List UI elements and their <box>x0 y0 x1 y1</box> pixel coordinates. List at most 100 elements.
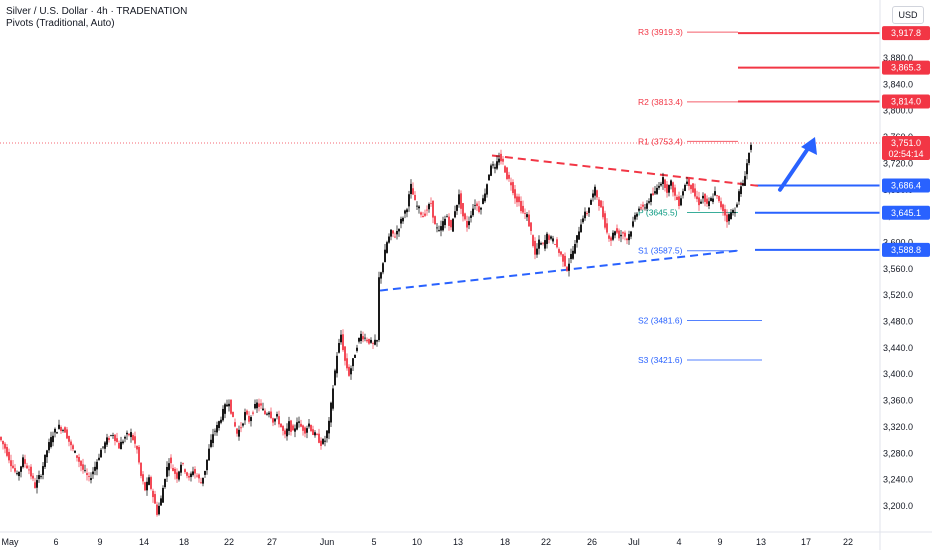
candle-body <box>126 432 128 435</box>
candle-body <box>574 243 576 254</box>
candle-body <box>218 421 220 428</box>
candle-body <box>700 201 702 204</box>
candle-body <box>300 423 302 427</box>
candle-body <box>436 227 438 229</box>
candle-body <box>162 487 164 503</box>
pivot-label: S3 (3421.6) <box>638 355 683 365</box>
candle-body <box>324 440 326 442</box>
candle-body <box>618 230 620 239</box>
candle-body <box>748 152 750 163</box>
candle-body <box>292 425 294 431</box>
y-tick-label: 3,880.0 <box>883 53 913 63</box>
candle-body <box>212 434 214 444</box>
arrow-head <box>801 137 817 156</box>
candle-body <box>558 249 560 253</box>
candle-body <box>714 191 716 196</box>
candle-body <box>456 204 458 211</box>
y-tick-label: 3,720.0 <box>883 158 913 168</box>
candle-body <box>570 254 572 260</box>
x-tick-label: 18 <box>500 537 510 547</box>
candle-body <box>422 216 424 218</box>
candle-body <box>224 404 226 414</box>
candle-body <box>642 204 644 207</box>
candle-body <box>158 505 160 515</box>
candle-body <box>684 185 686 192</box>
legend-indicator[interactable]: Pivots (Traditional, Auto) <box>6 18 115 29</box>
candle-body <box>156 504 158 515</box>
candle-body <box>744 176 746 186</box>
candle-body <box>188 475 190 478</box>
candle-body <box>10 460 12 467</box>
candle-body <box>50 437 52 447</box>
candle-body <box>514 189 516 199</box>
candles <box>0 142 752 517</box>
candle-body <box>376 340 378 342</box>
candle-body <box>228 403 230 407</box>
candle-body <box>718 195 720 202</box>
x-tick-label: 6 <box>53 537 58 547</box>
candle-body <box>370 339 372 343</box>
candle-body <box>386 242 388 253</box>
candle-body <box>580 224 582 233</box>
candle-body <box>276 414 278 417</box>
candle-body <box>590 200 592 205</box>
x-tick-label: 18 <box>179 537 189 547</box>
candle-body <box>460 193 462 209</box>
candle-body <box>424 213 426 216</box>
candle-body <box>296 422 298 430</box>
candle-body <box>644 207 646 209</box>
x-tick-label: 22 <box>541 537 551 547</box>
candle-body <box>414 194 416 201</box>
time-axis[interactable]: May 6 9 14 18 22 27 Jun 5 10 13 18 22 26 Jul 4 9 13 17 22 <box>1 537 853 547</box>
level-tag-label: 3,917.8 <box>891 28 921 38</box>
candle-body <box>244 412 246 421</box>
candle-body <box>548 235 550 240</box>
candle-body <box>378 277 380 341</box>
candle-body <box>152 490 154 498</box>
candle-body <box>482 198 484 204</box>
candle-body <box>182 462 184 464</box>
candle-body <box>664 179 666 188</box>
candle-body <box>366 339 368 342</box>
candle-body <box>116 438 118 442</box>
candle-body <box>230 399 232 414</box>
candle-body <box>48 442 50 451</box>
countdown-label: 02:54:14 <box>888 149 923 159</box>
candle-body <box>68 435 70 442</box>
candle-body <box>458 194 460 205</box>
candle-body <box>28 469 30 471</box>
candle-body <box>206 459 208 471</box>
candle-body <box>578 231 580 240</box>
candle-body <box>350 368 352 375</box>
candle-body <box>628 234 630 241</box>
candle-body <box>504 166 506 173</box>
candle-body <box>472 208 474 216</box>
candle-body <box>358 337 360 342</box>
legend-symbol[interactable]: Silver / U.S. Dollar · 4h · TRADENATION <box>6 6 188 17</box>
y-tick-label: 3,400.0 <box>883 369 913 379</box>
candle-body <box>418 206 420 209</box>
candle-body <box>730 212 732 220</box>
candle-body <box>516 196 518 203</box>
candle-body <box>552 238 554 242</box>
candle-body <box>252 412 254 414</box>
candle-body <box>168 463 170 471</box>
candle-body <box>624 232 626 237</box>
currency-button[interactable]: USD <box>892 6 924 24</box>
candle-body <box>532 235 534 246</box>
y-tick-label: 3,280.0 <box>883 448 913 458</box>
candle-body <box>616 228 618 233</box>
candle-body <box>308 423 310 427</box>
candle-body <box>716 195 718 197</box>
candle-body <box>134 436 136 444</box>
candle-body <box>122 441 124 444</box>
candle-body <box>650 193 652 202</box>
candle-body <box>210 439 212 447</box>
candle-body <box>524 213 526 214</box>
candle-body <box>178 471 180 480</box>
candle-body <box>468 221 470 226</box>
candle-body <box>2 440 4 445</box>
candle-body <box>146 481 148 491</box>
